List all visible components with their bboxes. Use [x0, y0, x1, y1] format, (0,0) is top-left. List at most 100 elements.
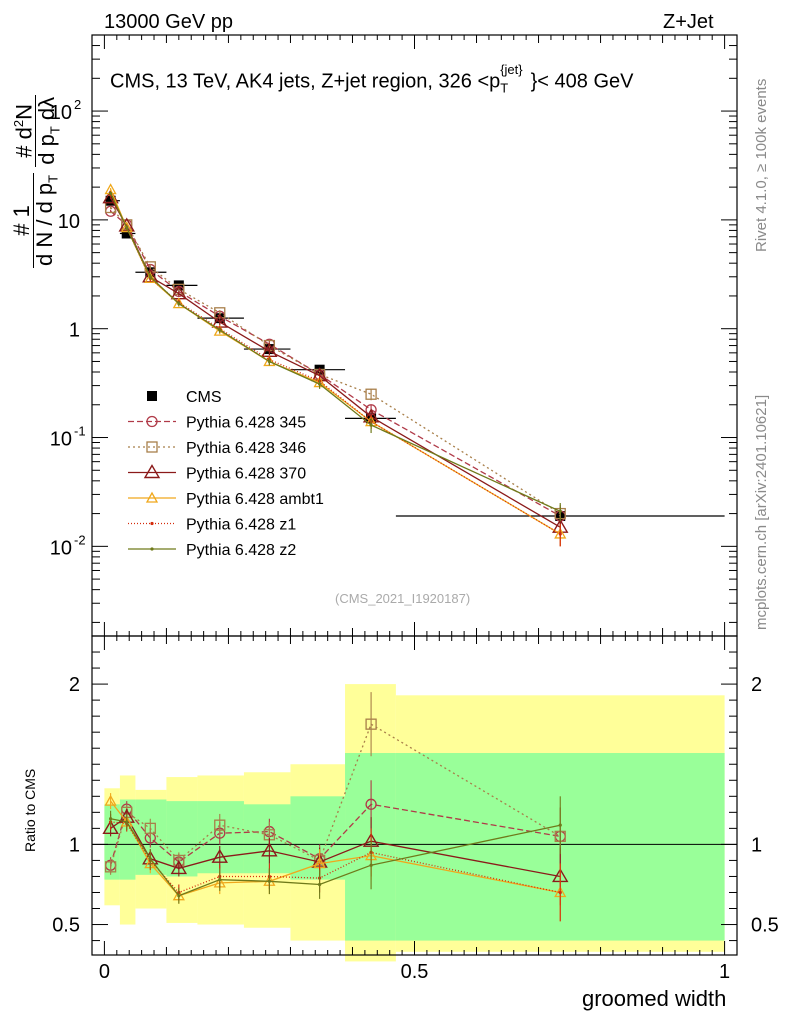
y-title-d2N: # d2N — [8, 94, 37, 167]
y-tick-exp: -1 — [74, 424, 86, 439]
y-tick-base: 10 — [58, 211, 80, 233]
series-p346 — [104, 201, 566, 525]
ratio-point-z2 — [267, 879, 271, 883]
y-tick-label: 10 -2 — [50, 532, 86, 559]
ratio-point-p370 — [170, 860, 188, 875]
legend-entry-z2: Pythia 6.428 z2 — [128, 542, 296, 559]
series-line-z1 — [110, 194, 561, 535]
y-tick-exp: 2 — [74, 97, 81, 112]
point-z1 — [558, 532, 562, 536]
x-tick-label: 0 — [99, 961, 110, 983]
ratio-point-p346 — [144, 822, 156, 835]
x-ticks: 0 0.5 1 — [99, 35, 730, 983]
legend-label: Pythia 6.428 z1 — [186, 517, 296, 534]
ratio-axis-title: Ratio to CMS — [22, 768, 38, 852]
series-z2 — [109, 191, 562, 522]
y-tick-base: 10 — [50, 102, 72, 124]
plot-label: CMS, 13 TeV, AK4 jets, Z+jet region, 326… — [110, 62, 634, 96]
point-z2 — [148, 275, 152, 279]
process-label: Z+Jet — [663, 11, 714, 33]
ratio-point-p345 — [365, 798, 377, 810]
point-data — [105, 195, 116, 206]
plot-label-sub: T — [500, 80, 509, 96]
ratio-point-p370 — [261, 842, 278, 857]
series-p370 — [102, 189, 569, 538]
point-p346 — [365, 388, 377, 400]
plot-label-sup: {jet} — [500, 62, 523, 77]
ratio-point-ambt1 — [104, 794, 117, 806]
legend-entry-p345: Pythia 6.428 345 — [128, 415, 306, 432]
ratio-series-group — [102, 692, 569, 922]
y-tick-exp: -2 — [74, 532, 86, 547]
point-p346 — [214, 307, 226, 319]
point-z2 — [369, 423, 373, 427]
ratio-point-p346 — [214, 819, 226, 831]
y-axis-title: # 1 d N / d pT # d2N d pT dλ — [8, 94, 67, 268]
series-ambt1 — [104, 183, 567, 547]
point-ambt1 — [172, 297, 185, 309]
legend-marker — [146, 441, 158, 453]
y-tick-label: 10 — [58, 211, 80, 233]
ratio-tick-label: 0.5 — [751, 915, 779, 937]
legend-label: Pythia 6.428 z2 — [186, 542, 296, 559]
ratio-point-z2 — [177, 894, 181, 898]
x-tick-label: 1 — [719, 961, 730, 983]
energy-label: 13000 GeV pp — [104, 11, 233, 33]
legend-entry-data: CMS — [147, 389, 222, 406]
y-title-frac2: # d2N d pT dλ — [8, 94, 67, 167]
ratio-line-z1 — [110, 821, 561, 894]
ratio-point-p346 — [104, 861, 117, 873]
x-axis-title: groomed width — [582, 986, 727, 1011]
main-series-group — [102, 183, 725, 547]
legend-marker — [147, 391, 157, 401]
x-tick-label: 0.5 — [401, 961, 429, 983]
point-ambt1 — [213, 324, 226, 336]
point-data — [121, 228, 132, 239]
y-tick-base: 10 — [50, 429, 72, 451]
legend-marker — [150, 521, 154, 526]
ratio-line-p346 — [109, 723, 561, 867]
ratio-tick-label: 2 — [69, 674, 80, 696]
ratio-point-z2 — [558, 823, 562, 827]
legend-label: CMS — [186, 389, 222, 406]
legend-label: Pythia 6.428 345 — [186, 415, 306, 432]
legend-marker — [146, 415, 158, 428]
y-tick-label: 10 2 — [50, 97, 81, 124]
ratio-point-z2 — [125, 820, 129, 824]
plot-label-main: CMS, 13 TeV, AK4 jets, Z+jet region, 326… — [110, 70, 501, 93]
ratio-point-p370 — [211, 848, 228, 863]
y-title-frac1: # 1 d N / d pT — [9, 172, 64, 268]
legend-label: Pythia 6.428 ambt1 — [186, 491, 324, 508]
y-tick-base: 10 — [50, 537, 72, 559]
ratio-series-p370 — [102, 808, 569, 906]
y-title-one: # 1 — [9, 172, 34, 268]
plot-label-end: }< 408 GeV — [530, 70, 634, 93]
legend-label: Pythia 6.428 346 — [186, 440, 306, 457]
point-z2 — [558, 509, 562, 513]
point-z2 — [267, 359, 271, 364]
ratio-tick-label: 2 — [751, 674, 762, 696]
y-title-dpt: d pT dλ — [34, 96, 63, 165]
legend-entry-z1: Pythia 6.428 z1 — [128, 517, 296, 534]
ratio-tick-label: 1 — [69, 834, 80, 856]
ratio-series-z2 — [109, 796, 562, 904]
ratio-point-z2 — [318, 882, 322, 887]
point-z2 — [109, 191, 113, 196]
point-z2 — [218, 328, 222, 332]
legend-entry-p370: Pythia 6.428 370 — [128, 464, 306, 483]
point-z2 — [318, 382, 322, 386]
legend-entry-ambt1: Pythia 6.428 ambt1 — [128, 491, 324, 508]
ratio-tick-label: 1 — [751, 834, 762, 856]
y-tick-label: 1 — [69, 320, 80, 342]
ratio-tick-label: 0.5 — [52, 915, 80, 937]
series-line-ambt1 — [110, 189, 561, 535]
ratio-band-inner — [166, 801, 198, 877]
mcplots-label: mcplots.cern.ch [arXiv:2401.10621] — [753, 394, 770, 630]
y-tick-label: 10 -1 — [50, 424, 86, 451]
y-tick-base: 1 — [69, 320, 80, 342]
ratio-point-z2 — [109, 817, 113, 821]
y-ticks-ratio: 0.5 0.5 1 1 2 2 — [52, 651, 779, 942]
ratio-point-z1 — [558, 890, 562, 895]
